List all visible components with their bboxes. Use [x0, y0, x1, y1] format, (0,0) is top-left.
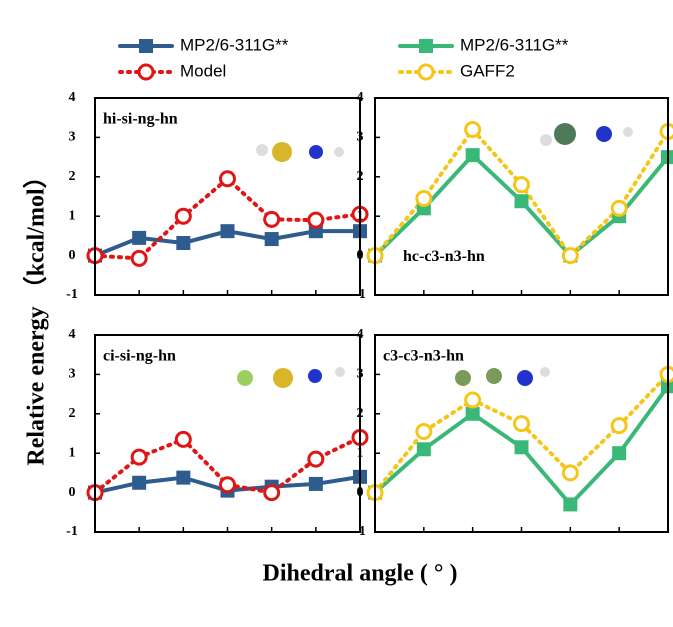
x-axis-label: Dihedral angle ( ° )	[263, 561, 458, 587]
marker	[417, 442, 431, 456]
marker	[132, 251, 146, 265]
marker	[612, 201, 626, 215]
y-tick-label: 4	[69, 90, 76, 105]
legend-marker	[139, 39, 153, 53]
panel-label: c3-c3-n3-hn	[383, 348, 464, 365]
marker	[515, 417, 529, 431]
marker	[176, 209, 190, 223]
y-tick-label: 0	[357, 248, 364, 263]
marker	[417, 191, 431, 205]
marker	[612, 446, 626, 460]
y-tick-label: 3	[69, 367, 76, 382]
marker	[221, 172, 235, 186]
legend-label: Model	[180, 61, 226, 80]
y-tick-label: 4	[357, 90, 364, 105]
legend-label: MP2/6-311G**	[460, 35, 569, 54]
marker	[176, 236, 190, 250]
marker	[466, 407, 480, 421]
y-tick-label: 3	[357, 367, 364, 382]
legend-marker	[139, 65, 153, 79]
marker	[563, 497, 577, 511]
y-tick-label: 1	[69, 445, 76, 460]
marker	[221, 478, 235, 492]
marker	[515, 440, 529, 454]
marker	[417, 425, 431, 439]
y-tick-label: 2	[69, 406, 76, 421]
panel-label: hc-c3-n3-hn	[403, 248, 485, 265]
marker	[265, 486, 279, 500]
y-tick-label: 4	[357, 327, 364, 342]
marker	[466, 148, 480, 162]
marker	[176, 432, 190, 446]
panel-label: ci-si-ng-hn	[103, 348, 176, 365]
legend-marker	[419, 65, 433, 79]
marker	[515, 194, 529, 208]
y-tick-label: 0	[357, 485, 364, 500]
marker	[563, 249, 577, 263]
marker	[132, 231, 146, 245]
marker	[265, 212, 279, 226]
marker	[309, 452, 323, 466]
y-tick-label: 2	[69, 169, 76, 184]
marker	[132, 450, 146, 464]
y-tick-label: 0	[69, 485, 76, 500]
y-tick-label: 2	[357, 169, 364, 184]
y-axis-label: Relative energy （kcal/mol）	[23, 164, 50, 465]
marker	[132, 476, 146, 490]
legend-label: GAFF2	[460, 61, 515, 80]
legend-marker	[419, 39, 433, 53]
marker	[265, 232, 279, 246]
y-tick-label: 1	[357, 208, 364, 223]
marker	[612, 419, 626, 433]
y-tick-label: -1	[354, 287, 366, 302]
marker	[466, 123, 480, 137]
chart: Dihedral angle ( ° ) Relative energy （kc…	[0, 0, 673, 622]
y-tick-label: 4	[69, 327, 76, 342]
y-tick-label: 2	[357, 406, 364, 421]
y-tick-label: 0	[69, 248, 76, 263]
marker	[309, 213, 323, 227]
panel-label: hi-si-ng-hn	[103, 111, 178, 128]
y-tick-label: 3	[357, 130, 364, 145]
y-tick-label: -1	[354, 524, 366, 539]
marker	[563, 466, 577, 480]
marker	[176, 471, 190, 485]
y-tick-label: 1	[357, 445, 364, 460]
y-tick-label: -1	[66, 524, 78, 539]
y-tick-label: 1	[69, 208, 76, 223]
marker	[466, 393, 480, 407]
marker	[221, 224, 235, 238]
y-tick-label: 3	[69, 130, 76, 145]
marker	[515, 178, 529, 192]
y-tick-label: -1	[66, 287, 78, 302]
legend-label: MP2/6-311G**	[180, 35, 289, 54]
marker	[309, 477, 323, 491]
